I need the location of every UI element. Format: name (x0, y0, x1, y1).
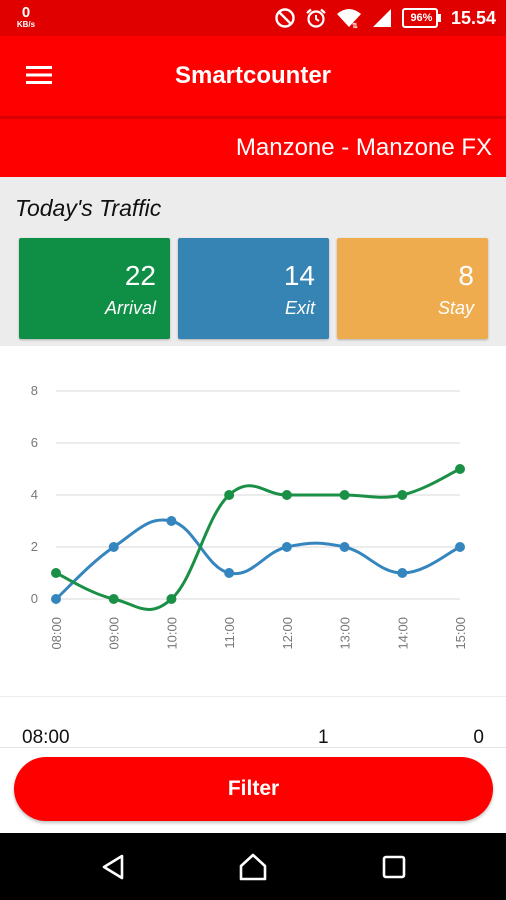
recent-apps-button[interactable] (376, 849, 412, 885)
navigation-bar (0, 833, 506, 900)
x-tick-label: 14:00 (395, 617, 410, 650)
do-not-disturb-icon (274, 7, 296, 29)
stay-card: 8 Stay (337, 238, 488, 339)
wifi-icon: ⇅ (336, 7, 362, 29)
location-name: Manzone - Manzone FX (235, 134, 492, 161)
home-button[interactable] (235, 849, 271, 885)
x-tick-label: 12:00 (280, 617, 295, 650)
table-cell-time: 08:00 (22, 727, 70, 747)
data-point (108, 594, 119, 604)
arrival-label: Arrival (104, 298, 156, 318)
data-point (455, 542, 465, 552)
network-speed: 0 KB/s (10, 5, 42, 29)
hamburger-menu-icon (26, 66, 52, 84)
battery-icon: 96% (401, 8, 442, 28)
table-row: 08:00 1 0 (0, 727, 506, 747)
back-button[interactable] (95, 849, 131, 885)
arrival-card: 22 Arrival (19, 238, 170, 339)
y-tick-label: 8 (31, 383, 38, 398)
y-tick-label: 0 (31, 591, 38, 606)
app-title: Smartcounter (174, 62, 332, 89)
status-icons: ⇅ 96% 15.54 (274, 0, 496, 36)
x-tick-label: 13:00 (338, 617, 353, 650)
y-tick-label: 4 (31, 487, 38, 502)
exit-card: 14 Exit (178, 238, 329, 339)
alarm-icon (305, 7, 327, 29)
exit-label: Exit (284, 298, 315, 318)
location-bar[interactable]: Manzone - Manzone FX (0, 119, 506, 177)
clock: 15.54 (450, 7, 496, 28)
data-point (281, 542, 292, 552)
data-point (166, 594, 177, 604)
recent-apps-square-icon (382, 855, 406, 879)
filter-button[interactable]: Filter (14, 757, 493, 821)
y-tick-label: 2 (31, 539, 38, 554)
data-point (455, 464, 465, 474)
back-triangle-icon (102, 854, 124, 880)
data-point (224, 568, 235, 578)
signal-icon (371, 7, 393, 29)
series-line-0 (54, 518, 461, 601)
data-point (281, 490, 292, 500)
data-point (339, 542, 350, 552)
x-tick-label: 09:00 (107, 617, 122, 650)
data-point (224, 490, 235, 500)
network-speed-value: 0 (21, 4, 31, 21)
data-point (166, 516, 177, 526)
exit-count: 14 (283, 260, 315, 291)
traffic-chart-panel: 0 2 4 6 8 08:00 09:00 10:00 11:00 12:00 13:00 14:00… (0, 346, 506, 696)
series-line-1 (55, 467, 461, 611)
data-point (397, 490, 408, 500)
network-speed-unit: KB/s (16, 20, 36, 29)
data-point (108, 542, 119, 552)
stay-count: 8 (458, 260, 474, 291)
traffic-line-chart: 0 2 4 6 8 08:00 09:00 10:00 11:00 12:00 13:00 14:00… (31, 383, 468, 650)
footer: Filter (0, 747, 506, 833)
app-bar: Smartcounter (0, 36, 506, 116)
table-cell-value: 1 (318, 727, 329, 747)
status-bar: 0 KB/s ⇅ 96% 15.54 (0, 0, 506, 36)
svg-text:⇅: ⇅ (352, 22, 358, 29)
app-bar-divider (0, 116, 506, 119)
home-icon (239, 853, 267, 881)
table-cell-value: 0 (473, 727, 484, 747)
arrival-count: 22 (124, 260, 156, 291)
battery-level: 96% (410, 12, 433, 24)
data-point (339, 490, 350, 500)
traffic-table: 08:00 1 0 (0, 697, 506, 747)
section-title: Today's Traffic (15, 195, 162, 221)
data-point (397, 568, 408, 578)
stay-label: Stay (437, 298, 474, 318)
x-tick-label: 08:00 (49, 617, 64, 650)
x-tick-label: 15:00 (453, 617, 468, 650)
menu-button[interactable] (22, 60, 56, 90)
x-tick-label: 11:00 (222, 617, 237, 649)
data-point (51, 594, 61, 604)
y-tick-label: 6 (31, 435, 38, 450)
x-tick-label: 10:00 (164, 617, 179, 650)
data-point (51, 568, 61, 578)
